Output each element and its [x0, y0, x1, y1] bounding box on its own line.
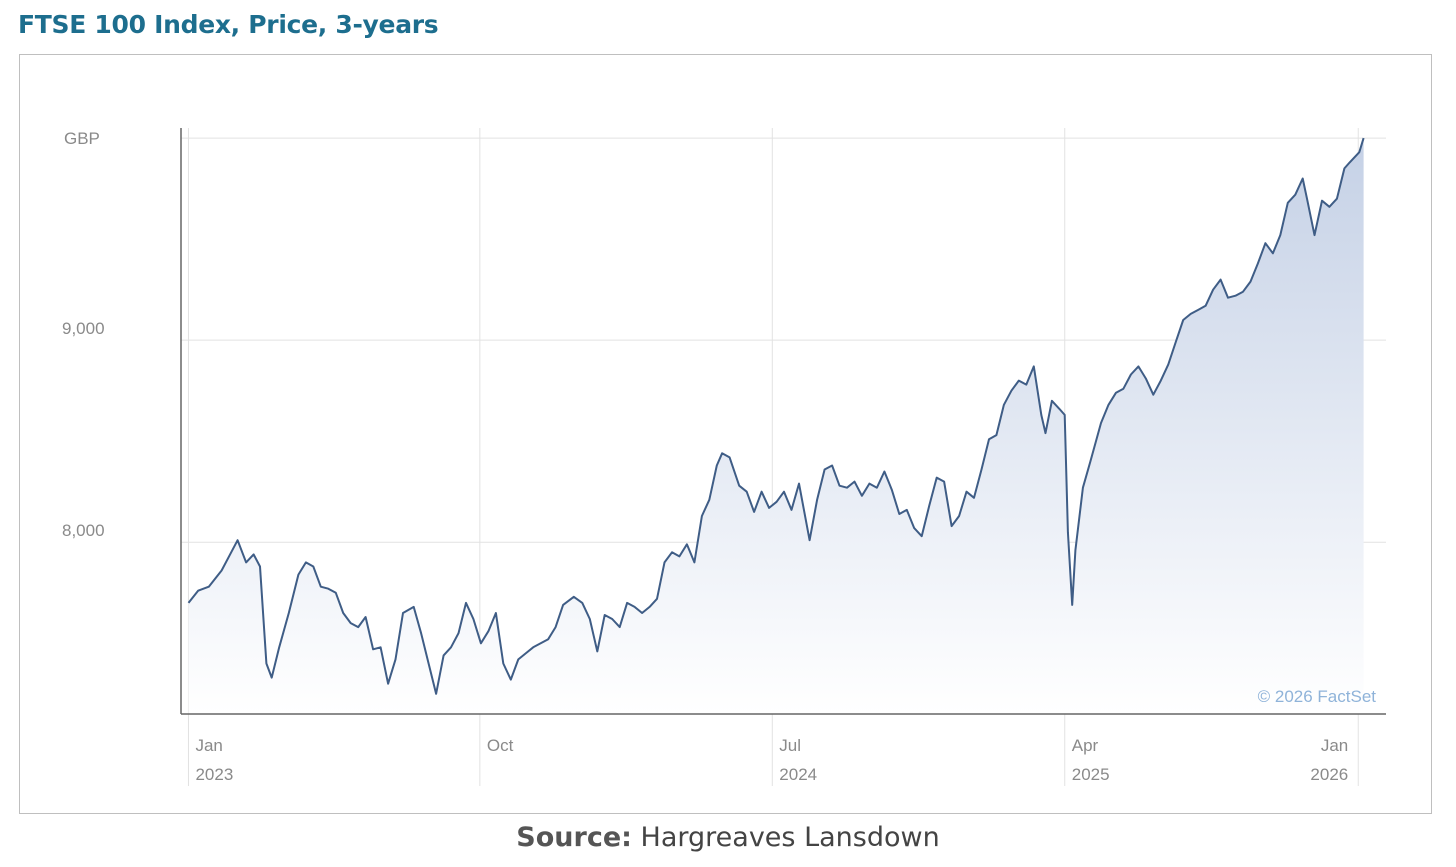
y-axis-unit-label: GBP	[64, 129, 100, 148]
page-title: FTSE 100 Index, Price, 3-years	[18, 10, 439, 39]
price-area-fill	[188, 138, 1364, 715]
x-tick-label: Jul	[779, 736, 801, 755]
source-caption: Source: Hargreaves Lansdown	[0, 822, 1456, 853]
chart-frame	[19, 54, 1432, 814]
x-tick-label: Apr	[1072, 736, 1099, 755]
x-tick-year-label: 2023	[195, 765, 233, 784]
x-tick-year-label: 2024	[779, 765, 817, 784]
x-tick-year-label: 2025	[1072, 765, 1110, 784]
y-axis-labels: 9,000 8,000	[62, 319, 105, 540]
x-axis-labels: Jan 2023 Oct Jul 2024 Apr 2025 Jan 2026	[195, 736, 1348, 784]
axes	[180, 128, 1386, 715]
source-label: Source:	[516, 822, 632, 853]
chart-credit: © 2026 FactSet	[1258, 687, 1377, 706]
x-tick-year-label: 2026	[1310, 765, 1348, 784]
source-text: Hargreaves Lansdown	[640, 822, 940, 853]
x-tick-label: Jan	[1321, 736, 1348, 755]
x-tick-label: Jan	[195, 736, 222, 755]
price-line	[187, 137, 1365, 695]
x-tick-label: Oct	[487, 736, 514, 755]
y-tick-label: 8,000	[62, 521, 105, 540]
y-tick-label: 9,000	[62, 319, 105, 338]
